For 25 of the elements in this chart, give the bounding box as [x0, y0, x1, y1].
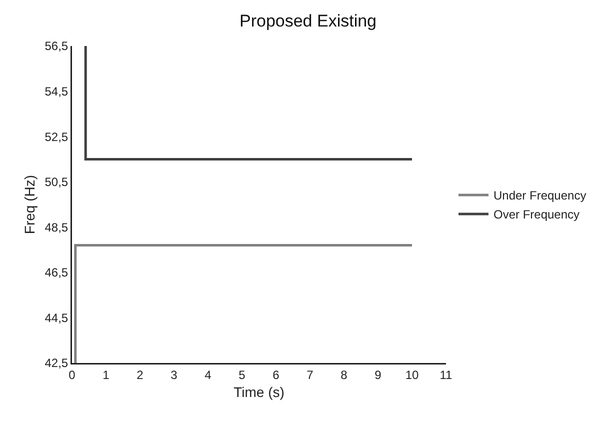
legend-label: Under Frequency [493, 188, 586, 203]
x-tick-label: 7 [306, 368, 314, 382]
y-tick-label: 56,5 [44, 39, 68, 54]
y-tick-label: 46,5 [44, 266, 68, 280]
y-tick-label: 42,5 [44, 356, 68, 370]
x-tick-label: 10 [405, 368, 419, 382]
y-tick-label: 50,5 [44, 175, 68, 190]
x-axis-title: Time (s) [234, 384, 284, 400]
x-tick-label: 4 [204, 368, 212, 382]
x-tick-label: 11 [440, 368, 453, 382]
x-tick-label: 9 [374, 368, 382, 382]
x-tick-label: 1 [102, 368, 110, 382]
y-axis-title: Freq (Hz) [22, 174, 38, 234]
x-tick-label: 3 [170, 368, 178, 382]
x-tick-label: 2 [136, 368, 144, 382]
x-tick-label: 5 [238, 368, 246, 382]
legend-label: Over Frequency [493, 208, 580, 222]
x-tick-label: 8 [340, 368, 348, 382]
y-tick-label: 52,5 [44, 130, 68, 144]
y-tick-label: 54,5 [44, 84, 68, 98]
y-tick-label: 44,5 [44, 310, 68, 325]
x-tick-label: 0 [68, 368, 76, 382]
chart-title: Proposed Existing [239, 12, 377, 31]
y-tick-label: 48,5 [44, 220, 68, 234]
x-tick-label: 6 [272, 368, 280, 382]
